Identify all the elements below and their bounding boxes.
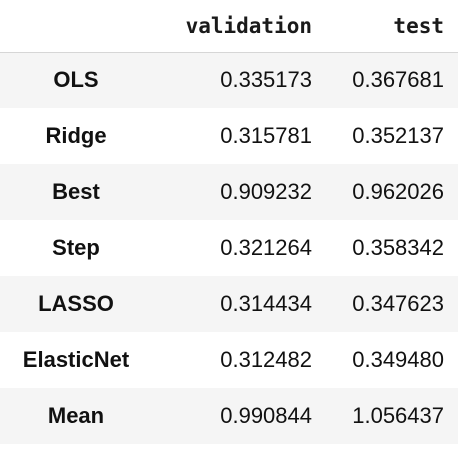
test-cell: 1.056437 [352, 403, 444, 428]
column-header-validation: validation [152, 0, 326, 53]
row-label: Step [52, 235, 100, 260]
table-row: Best 0.909232 0.962026 [0, 164, 458, 220]
column-header-test: test [326, 0, 458, 53]
table-row: OLS 0.335173 0.367681 [0, 52, 458, 108]
test-cell: 0.358342 [352, 235, 444, 260]
test-cell: 0.349480 [352, 347, 444, 372]
row-label: Best [52, 179, 100, 204]
table-row: Mean 0.990844 1.056437 [0, 388, 458, 444]
test-cell: 0.352137 [352, 123, 444, 148]
table-row: LASSO 0.314434 0.347623 [0, 276, 458, 332]
row-label: OLS [53, 67, 99, 93]
results-table: validation test OLS 0.335173 0.367681 Ri… [0, 0, 458, 444]
row-label: Ridge [45, 123, 107, 148]
test-cell: 0.962026 [352, 179, 444, 204]
validation-cell: 0.312482 [220, 347, 312, 372]
test-cell: 0.367681 [352, 67, 444, 93]
table-row: ElasticNet 0.312482 0.349480 [0, 332, 458, 388]
validation-cell: 0.314434 [220, 291, 312, 316]
validation-cell: 0.315781 [220, 123, 312, 148]
table-row: Ridge 0.315781 0.352137 [0, 108, 458, 164]
validation-cell: 0.990844 [220, 403, 312, 428]
row-label: Mean [47, 403, 105, 428]
table-body: OLS 0.335173 0.367681 Ridge 0.315781 0.3… [0, 52, 458, 444]
row-label: ElasticNet [22, 347, 130, 372]
index-header [0, 0, 152, 53]
header-row: validation test [0, 0, 458, 53]
table-row: Step 0.321264 0.358342 [0, 220, 458, 276]
table-header: validation test [0, 0, 458, 53]
validation-cell: 0.909232 [220, 179, 312, 204]
row-label: LASSO [38, 291, 114, 316]
validation-cell: 0.321264 [220, 235, 312, 260]
test-cell: 0.347623 [352, 291, 444, 316]
validation-cell: 0.335173 [220, 67, 312, 93]
